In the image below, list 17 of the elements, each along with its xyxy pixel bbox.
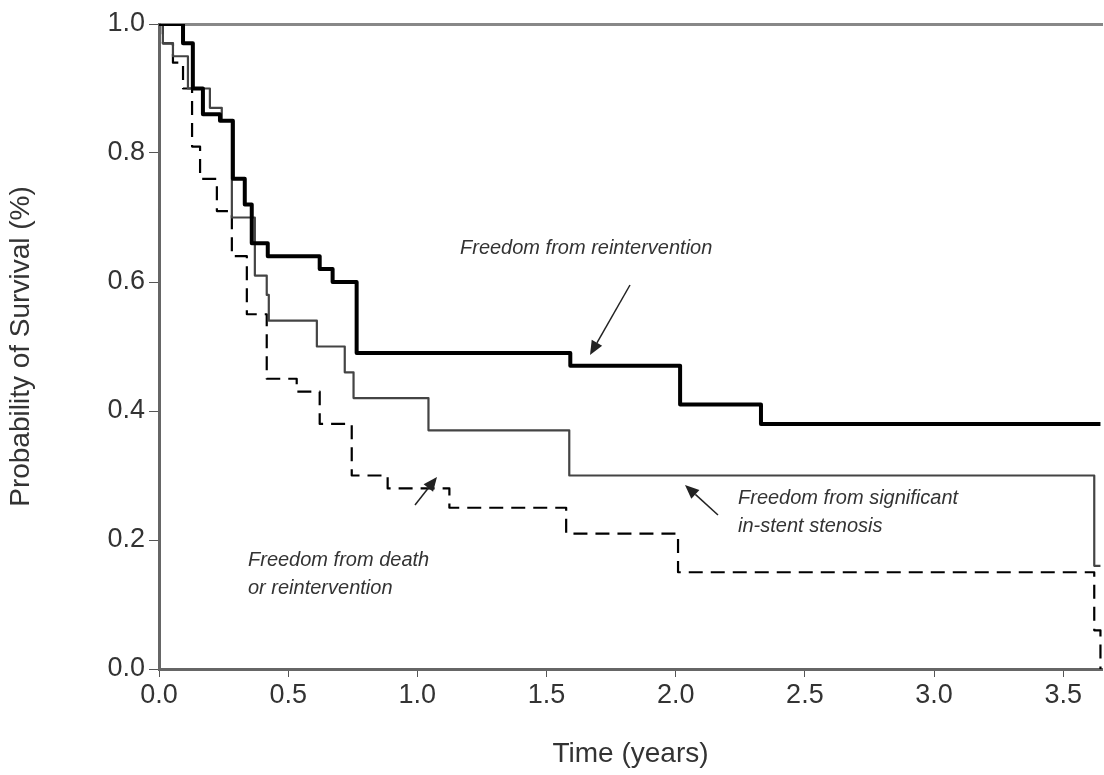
x-axis-title: Time (years): [552, 736, 709, 768]
x-tick-label: 3.5: [1044, 678, 1083, 709]
y-tick-label: 0.2: [107, 523, 145, 554]
y-axis-title: Probability of Survival (%): [3, 186, 35, 507]
x-tick-label: 1.0: [398, 678, 437, 709]
y-tick-label: 0.4: [107, 394, 145, 425]
x-tick-label: 2.0: [656, 678, 695, 709]
annotation: Freedom from death or reintervention: [248, 547, 430, 598]
x-tick-label: 2.5: [786, 678, 824, 709]
annotation: Freedom from reintervention: [460, 235, 713, 258]
x-tick-label: 1.5: [527, 678, 566, 709]
y-tick-label: 0.6: [107, 265, 145, 296]
y-tick-label: 0.8: [107, 136, 145, 167]
x-tick-label: 3.0: [915, 678, 953, 709]
y-tick-label: 1.0: [107, 7, 145, 38]
annotation: Freedom from significant in-stent stenosis: [738, 485, 960, 536]
x-tick-label: 0.5: [269, 678, 307, 709]
